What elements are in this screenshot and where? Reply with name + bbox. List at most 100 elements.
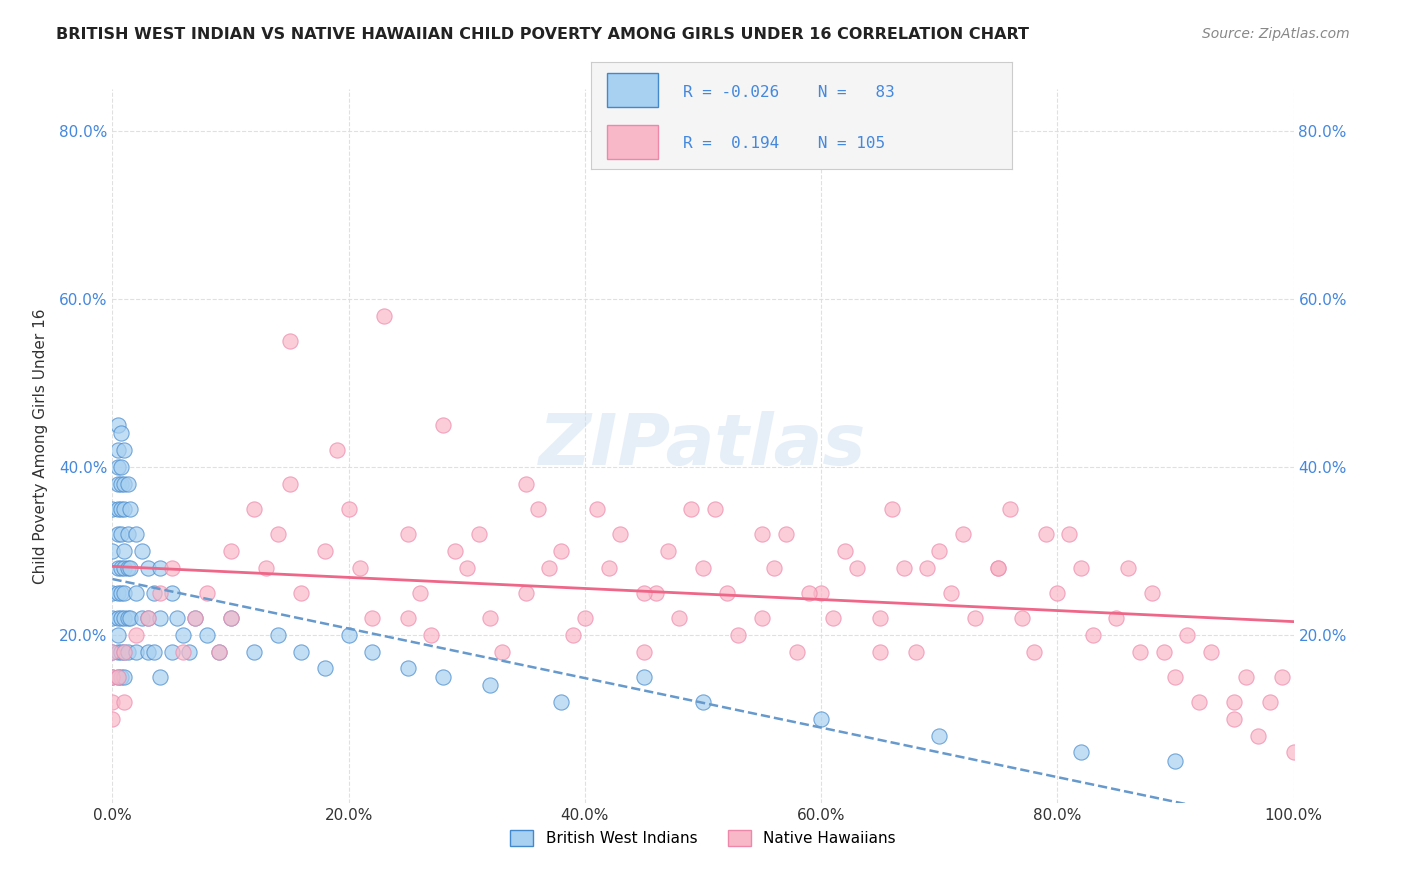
Point <box>420 628 443 642</box>
Point <box>432 417 454 432</box>
Point <box>219 544 242 558</box>
Point <box>692 560 714 574</box>
Point <box>120 611 142 625</box>
Point <box>101 502 124 516</box>
Point <box>786 645 808 659</box>
Point <box>112 502 135 516</box>
Point <box>101 670 124 684</box>
Point <box>117 476 139 491</box>
Text: ZIPatlas: ZIPatlas <box>540 411 866 481</box>
Text: Source: ZipAtlas.com: Source: ZipAtlas.com <box>1202 27 1350 41</box>
Point <box>515 476 537 491</box>
Y-axis label: Child Poverty Among Girls Under 16: Child Poverty Among Girls Under 16 <box>32 309 48 583</box>
Point <box>444 544 467 558</box>
Point <box>775 527 797 541</box>
Point <box>219 611 242 625</box>
Text: R =  0.194    N = 105: R = 0.194 N = 105 <box>683 136 886 152</box>
Point <box>110 527 132 541</box>
Point <box>1011 611 1033 625</box>
Point <box>112 611 135 625</box>
Point <box>112 670 135 684</box>
Point <box>149 586 172 600</box>
Point <box>692 695 714 709</box>
Point <box>136 611 159 625</box>
Text: BRITISH WEST INDIAN VS NATIVE HAWAIIAN CHILD POVERTY AMONG GIRLS UNDER 16 CORREL: BRITISH WEST INDIAN VS NATIVE HAWAIIAN C… <box>56 27 1029 42</box>
Point <box>160 560 183 574</box>
Point <box>110 670 132 684</box>
Point <box>254 560 277 574</box>
Point <box>928 729 950 743</box>
Point <box>179 645 201 659</box>
Point <box>112 586 135 600</box>
Point <box>112 645 135 659</box>
Point <box>515 586 537 600</box>
Point <box>762 560 785 574</box>
Point <box>112 560 135 574</box>
Point <box>574 611 596 625</box>
Point <box>1081 628 1104 642</box>
Point <box>110 426 132 441</box>
Point <box>101 586 124 600</box>
Point <box>101 645 124 659</box>
Point <box>172 628 194 642</box>
Point <box>101 611 124 625</box>
Point <box>1129 645 1152 659</box>
Point <box>1175 628 1198 642</box>
Point <box>107 502 129 516</box>
Point <box>408 586 430 600</box>
Point <box>810 712 832 726</box>
Point <box>110 560 132 574</box>
Point <box>131 544 153 558</box>
Point <box>633 586 655 600</box>
Point <box>142 645 165 659</box>
Point <box>107 670 129 684</box>
Point <box>479 678 502 692</box>
Point <box>751 527 773 541</box>
Point <box>125 645 148 659</box>
Point <box>107 560 129 574</box>
Point <box>432 670 454 684</box>
Point <box>117 527 139 541</box>
Point <box>112 443 135 458</box>
Point <box>869 645 891 659</box>
Point <box>172 645 194 659</box>
Point <box>939 586 962 600</box>
Point <box>396 661 419 675</box>
Point <box>456 560 478 574</box>
Point <box>149 560 172 574</box>
FancyBboxPatch shape <box>607 125 658 159</box>
Point <box>998 502 1021 516</box>
Point <box>904 645 927 659</box>
Point <box>136 611 159 625</box>
Point <box>562 628 585 642</box>
Point <box>1188 695 1211 709</box>
Point <box>373 309 395 323</box>
Point <box>267 527 290 541</box>
Point <box>1164 754 1187 768</box>
Point <box>184 611 207 625</box>
Point <box>716 586 738 600</box>
Point <box>1140 586 1163 600</box>
Point <box>107 417 129 432</box>
Point <box>703 502 725 516</box>
Point <box>657 544 679 558</box>
Point <box>361 611 384 625</box>
Point <box>963 611 986 625</box>
Point <box>1199 645 1222 659</box>
Point <box>396 527 419 541</box>
Point <box>112 476 135 491</box>
Point <box>349 560 371 574</box>
Point <box>751 611 773 625</box>
Point <box>278 334 301 348</box>
Point <box>142 586 165 600</box>
Point <box>160 586 183 600</box>
Point <box>337 628 360 642</box>
Point <box>149 611 172 625</box>
Point <box>526 502 548 516</box>
Point <box>107 476 129 491</box>
Point <box>1282 746 1305 760</box>
Point <box>799 586 821 600</box>
Legend: British West Indians, Native Hawaiians: British West Indians, Native Hawaiians <box>505 824 901 852</box>
Point <box>107 645 129 659</box>
Point <box>467 527 489 541</box>
